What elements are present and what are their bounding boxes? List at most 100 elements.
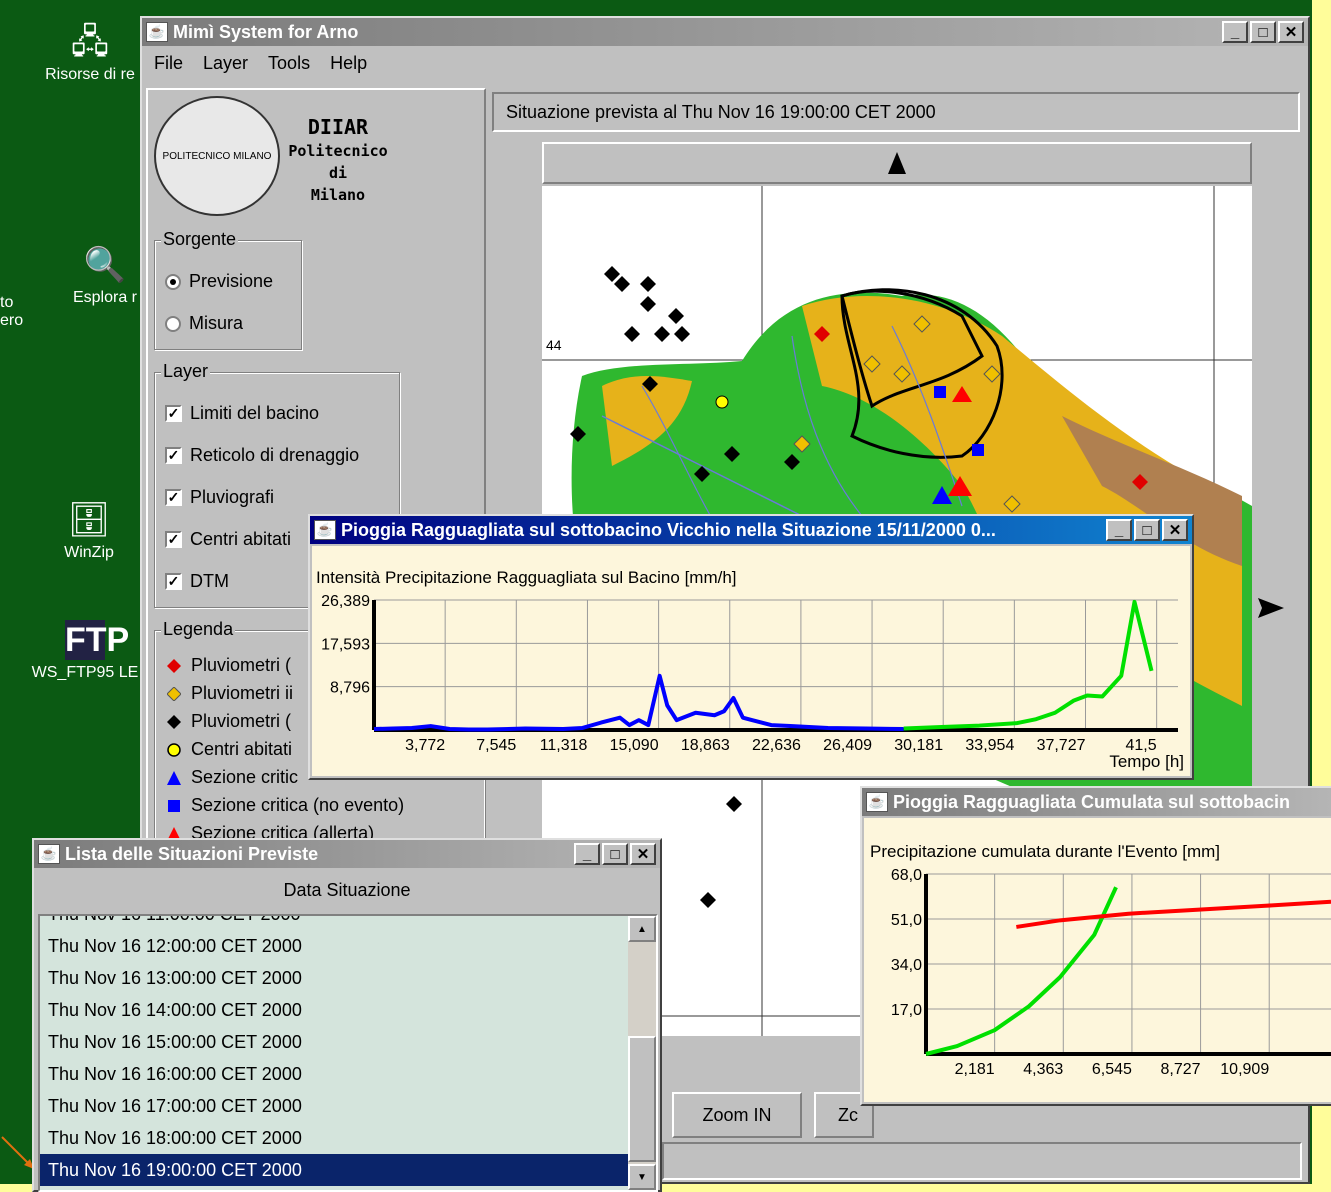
list-item[interactable]: Thu Nov 16 19:00:00 CET 2000 [40,1154,628,1186]
rain-chart-area: Intensità Precipitazione Ragguagliata su… [312,546,1190,776]
y-tick-label: 26,389 [321,593,370,610]
desktop-icon-winzip[interactable]: 🗄 WinZip [44,500,134,562]
list-item[interactable]: Thu Nov 16 18:00:00 CET 2000 [48,1128,302,1148]
y-tick-label: 17,0 [891,1002,922,1019]
legend-item: Sezione critic [167,767,298,788]
blue-square-icon [168,799,180,812]
java-cup-icon: ☕ [146,22,168,42]
x-tick-label: 10,909 [1220,1061,1269,1078]
layer-group: Layer ✓ Limiti del bacino ✓ Reticolo di dr… [154,361,400,608]
arrow-up-icon: ▲ [637,923,647,935]
desktop-edge-bottom [0,1184,1331,1192]
checkbox-dtm[interactable]: ✓ DTM [165,571,229,592]
list-item[interactable]: Thu Nov 16 13:00:00 CET 2000 [48,968,302,988]
x-tick-label: 2,181 [955,1061,995,1078]
checkmark-icon: ✓ [165,573,182,590]
checkmark-icon: ✓ [165,489,182,506]
winzip-icon: 🗄 [67,501,111,539]
scroll-up-button[interactable]: ▲ [628,916,656,942]
menu-file[interactable]: File [154,52,184,73]
list-item[interactable]: Thu Nov 16 15:00:00 CET 2000 [48,1032,302,1052]
cumulative-chart-svg: 68,0 51,0 34,0 17,0 2,181 4,363 6,545 8,727 10,9… [891,867,1331,1078]
y-tick-label: 8,796 [330,680,370,697]
rain-x-axis-label: Tempo [h] [1109,752,1184,771]
pan-right-button[interactable] [1258,598,1284,623]
cumulative-title-bar[interactable]: ☕ Pioggia Ragguagliata Cumulata sul sott… [862,788,1331,816]
sorgente-group: Sorgente Previsione Misura [154,229,302,350]
radio-previsione[interactable]: Previsione [165,271,273,292]
scroll-thumb[interactable] [628,1036,656,1162]
checkbox-pluviografi[interactable]: ✓ Pluviografi [165,487,274,508]
red-diamond-icon [167,658,181,673]
list-item[interactable]: Thu Nov 16 16:00:00 CET 2000 [48,1064,302,1084]
situation-status: Situazione prevista al Thu Nov 16 19:00:… [492,92,1300,132]
situations-list[interactable]: Thu Nov 16 11:00:00 CET 2000 Thu Nov 16 1… [38,914,658,1192]
explorer-icon: 🔍 [83,246,127,284]
x-tick-label: 7,545 [476,737,516,754]
menu-layer[interactable]: Layer [203,52,249,73]
ftp-icon: FTP [65,620,130,660]
checkbox-limiti-bacino[interactable]: ✓ Limiti del bacino [165,403,319,424]
checkbox-reticolo[interactable]: ✓ Reticolo di drenaggio [165,445,359,466]
politecnico-seal: POLITECNICO MILANO [154,96,280,216]
network-neighborhood-icon: 🖧 [71,23,109,61]
x-tick-label: 18,863 [681,737,730,754]
yellow-circle-icon [167,742,181,757]
desktop-icon-explorer[interactable]: 🔍 Esplora r [62,245,148,307]
x-tick-label: 37,727 [1037,737,1086,754]
legend-item: Pluviometri ii [167,683,293,704]
close-button[interactable]: ✕ [1278,21,1304,43]
rain-chart-svg: 26,389 17,593 8,796 3,772 7,545 11,318 15,090 1… [321,593,1178,754]
legend-item: Centri abitati [167,739,292,760]
zoom-in-button[interactable]: Zoom IN [672,1092,802,1138]
main-window-title: Mimì System for Arno [173,21,359,42]
list-item[interactable]: Thu Nov 16 17:00:00 CET 2000 [48,1096,302,1116]
y-tick-label: 51,0 [891,912,922,929]
radio-misura[interactable]: Misura [165,313,243,334]
rain-intensity-window: ☕ Pioggia Ragguagliata sul sottobacino V… [308,514,1194,780]
arrow-up-icon [888,152,906,174]
series-line-0 [925,886,1118,1056]
menu-tools[interactable]: Tools [268,52,311,73]
list-item[interactable]: Thu Nov 16 12:00:00 CET 2000 [48,936,302,956]
close-button[interactable]: ✕ [630,843,656,865]
main-title-bar[interactable]: ☕ Mimì System for Arno _ □ ✕ [142,18,1308,46]
menu-help[interactable]: Help [330,52,368,73]
desktop-icon-ftp[interactable]: FTP WS_FTP95 LE [31,620,139,681]
checkbox-centri-abitati[interactable]: ✓ Centri abitati [165,529,291,550]
list-item[interactable]: Thu Nov 16 14:00:00 CET 2000 [48,1000,302,1020]
radio-checked-icon [165,273,181,290]
maximize-button[interactable]: □ [602,843,628,865]
list-item[interactable]: Thu Nov 16 11:00:00 CET 2000 [48,914,301,924]
rain-title-bar[interactable]: ☕ Pioggia Ragguagliata sul sottobacino V… [310,516,1192,544]
close-button[interactable]: ✕ [1162,519,1188,541]
series-line-1 [903,599,1154,731]
list-scrollbar[interactable]: ▲ ▼ [628,916,656,1190]
pointer-arrow-icon [1,1136,35,1170]
maximize-button[interactable]: □ [1250,21,1276,43]
list-header: Data Situazione [283,880,411,900]
x-tick-label: 33,954 [965,737,1014,754]
scroll-down-button[interactable]: ▼ [628,1164,656,1190]
pan-up-button[interactable] [542,142,1252,184]
rain-window-title: Pioggia Ragguagliata sul sottobacino Vic… [341,519,996,540]
minimize-button[interactable]: _ [1106,519,1132,541]
blue-triangle-icon [167,770,181,785]
desktop-icon-partial[interactable]: to ero [0,294,24,329]
rain-chart-title: Intensità Precipitazione Ragguagliata su… [316,568,737,587]
x-tick-label: 8,727 [1161,1061,1201,1078]
red-triangle-icon [167,826,181,841]
minimize-button[interactable]: _ [574,843,600,865]
list-title-bar[interactable]: ☕ Lista delle Situazioni Previste _ □ ✕ [34,840,660,868]
x-tick-label: 6,545 [1092,1061,1132,1078]
desktop-icon-network[interactable]: 🖧 Risorse di re [40,22,140,84]
x-tick-label: 22,636 [752,737,801,754]
y-tick-label: 68,0 [891,867,922,884]
list-rows: Thu Nov 16 11:00:00 CET 2000 Thu Nov 16 1… [40,914,628,1186]
black-diamond-icon [167,714,181,729]
java-cup-icon: ☕ [314,520,336,540]
x-tick-label: 4,363 [1023,1061,1063,1078]
maximize-button[interactable]: □ [1134,519,1160,541]
minimize-button[interactable]: _ [1222,21,1248,43]
series-line-1 [1016,899,1331,929]
